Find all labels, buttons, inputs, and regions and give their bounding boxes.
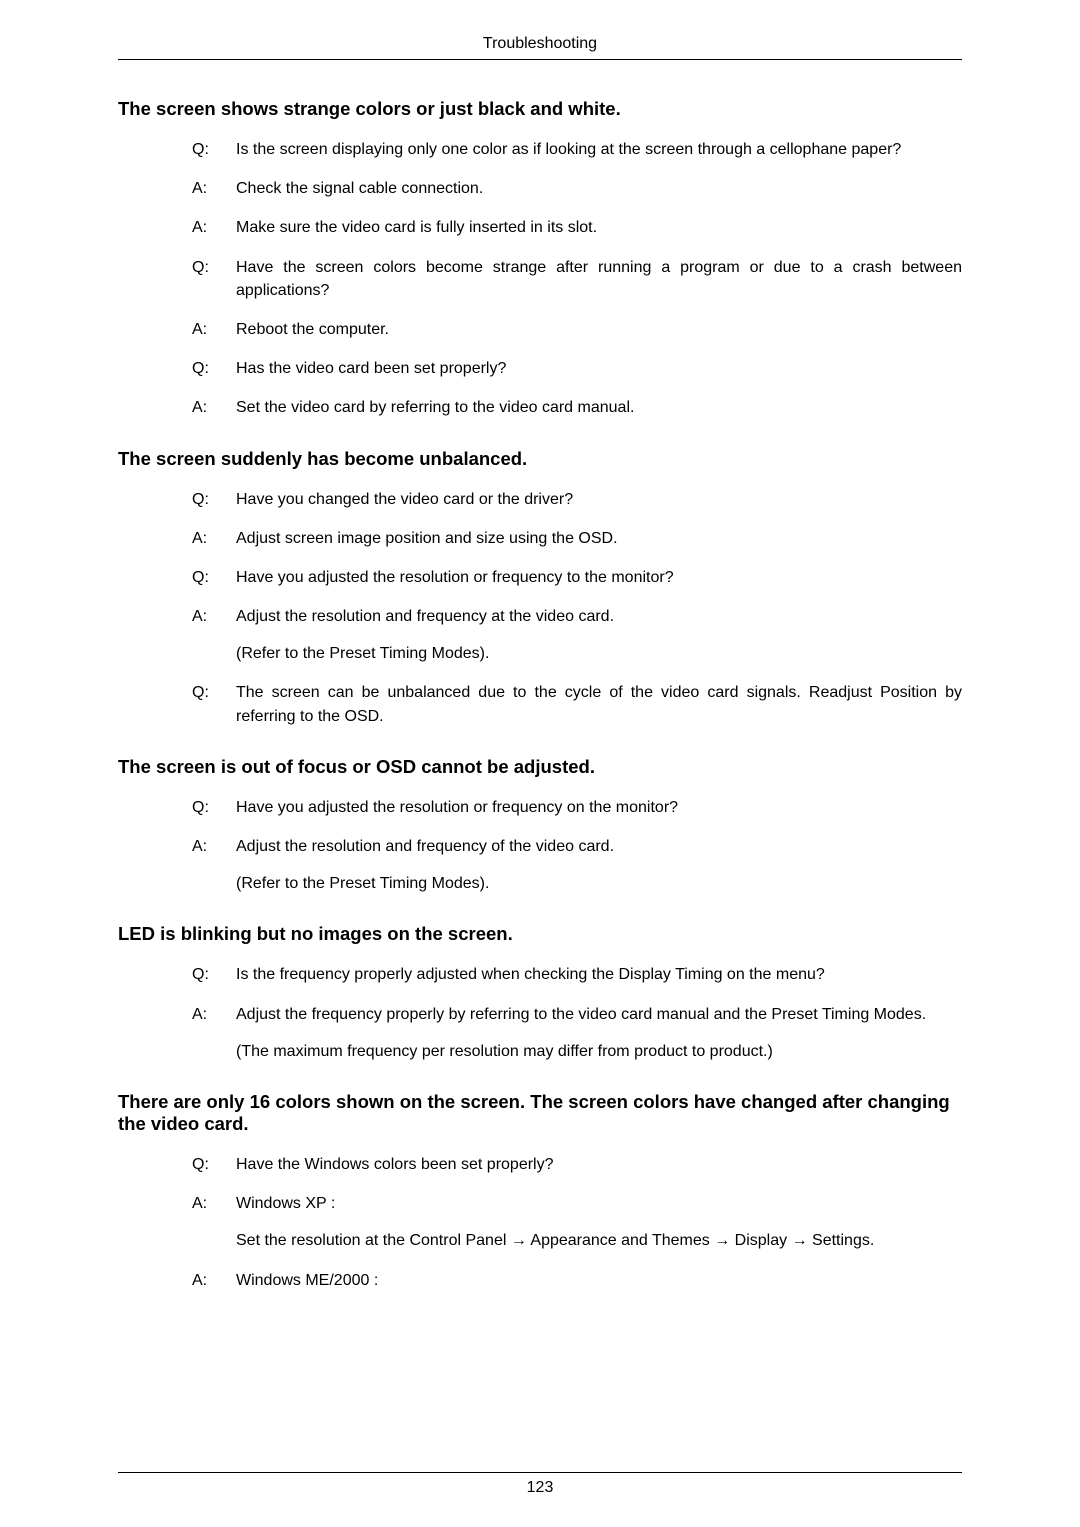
- qa-label: A:: [192, 177, 236, 200]
- qa-text: Windows XP :Set the resolution at the Co…: [236, 1192, 962, 1252]
- qa-text: Windows ME/2000 :: [236, 1269, 962, 1292]
- qa-label: Q:: [192, 963, 236, 986]
- qa-label: A:: [192, 1269, 236, 1292]
- page-header: Troubleshooting: [118, 35, 962, 60]
- qa-label: Q:: [192, 681, 236, 727]
- qa-label: A:: [192, 216, 236, 239]
- qa-item: Q:Is the screen displaying only one colo…: [192, 138, 962, 161]
- qa-label: A:: [192, 1192, 236, 1252]
- qa-label: Q:: [192, 488, 236, 511]
- qa-text: Have the Windows colors been set properl…: [236, 1153, 962, 1176]
- qa-text: Have the screen colors become strange af…: [236, 256, 962, 302]
- qa-label: Q:: [192, 256, 236, 302]
- qa-text: The screen can be unbalanced due to the …: [236, 681, 962, 727]
- qa-item: Q:The screen can be unbalanced due to th…: [192, 681, 962, 727]
- qa-text: Make sure the video card is fully insert…: [236, 216, 962, 239]
- footer-rule: [118, 1472, 962, 1473]
- qa-label: Q:: [192, 357, 236, 380]
- qa-text: Have you changed the video card or the d…: [236, 488, 962, 511]
- qa-text: Have you adjusted the resolution or freq…: [236, 796, 962, 819]
- qa-label: A:: [192, 318, 236, 341]
- qa-text: Is the screen displaying only one color …: [236, 138, 962, 161]
- qa-label: A:: [192, 396, 236, 419]
- section-heading: There are only 16 colors shown on the sc…: [118, 1091, 962, 1135]
- qa-text: Is the frequency properly adjusted when …: [236, 963, 962, 986]
- qa-list: Q:Is the frequency properly adjusted whe…: [192, 963, 962, 1063]
- qa-item: Q:Have you changed the video card or the…: [192, 488, 962, 511]
- qa-item: A:Make sure the video card is fully inse…: [192, 216, 962, 239]
- qa-text: Adjust screen image position and size us…: [236, 527, 962, 550]
- qa-text: Check the signal cable connection.: [236, 177, 962, 200]
- qa-label: A:: [192, 605, 236, 665]
- qa-item: A:Adjust the frequency properly by refer…: [192, 1003, 962, 1063]
- qa-item: A:Adjust screen image position and size …: [192, 527, 962, 550]
- qa-item: A:Reboot the computer.: [192, 318, 962, 341]
- qa-item: Q:Is the frequency properly adjusted whe…: [192, 963, 962, 986]
- qa-label: Q:: [192, 1153, 236, 1176]
- qa-text: Adjust the resolution and frequency at t…: [236, 605, 962, 665]
- qa-item: A:Check the signal cable connection.: [192, 177, 962, 200]
- qa-item: Q:Have the Windows colors been set prope…: [192, 1153, 962, 1176]
- qa-text: Set the video card by referring to the v…: [236, 396, 962, 419]
- qa-item: A:Adjust the resolution and frequency of…: [192, 835, 962, 895]
- qa-label: Q:: [192, 138, 236, 161]
- qa-text: Adjust the resolution and frequency of t…: [236, 835, 962, 895]
- qa-text: Adjust the frequency properly by referri…: [236, 1003, 962, 1063]
- qa-list: Q:Have you changed the video card or the…: [192, 488, 962, 728]
- qa-text: Have you adjusted the resolution or freq…: [236, 566, 962, 589]
- qa-item: Q:Have the screen colors become strange …: [192, 256, 962, 302]
- qa-item: A:Windows XP :Set the resolution at the …: [192, 1192, 962, 1252]
- qa-label: A:: [192, 527, 236, 550]
- qa-text: Reboot the computer.: [236, 318, 962, 341]
- qa-list: Q:Have the Windows colors been set prope…: [192, 1153, 962, 1292]
- qa-label: Q:: [192, 796, 236, 819]
- qa-item: A:Adjust the resolution and frequency at…: [192, 605, 962, 665]
- section-heading: The screen shows strange colors or just …: [118, 98, 962, 120]
- qa-text: Has the video card been set properly?: [236, 357, 962, 380]
- section-heading: LED is blinking but no images on the scr…: [118, 923, 962, 945]
- section-heading: The screen is out of focus or OSD cannot…: [118, 756, 962, 778]
- qa-label: A:: [192, 1003, 236, 1063]
- content: The screen shows strange colors or just …: [118, 98, 962, 1292]
- qa-item: A:Windows ME/2000 :: [192, 1269, 962, 1292]
- qa-item: Q:Have you adjusted the resolution or fr…: [192, 796, 962, 819]
- qa-list: Q:Have you adjusted the resolution or fr…: [192, 796, 962, 896]
- qa-item: A:Set the video card by referring to the…: [192, 396, 962, 419]
- page-number: 123: [0, 1479, 1080, 1497]
- qa-item: Q:Have you adjusted the resolution or fr…: [192, 566, 962, 589]
- qa-label: A:: [192, 835, 236, 895]
- qa-label: Q:: [192, 566, 236, 589]
- qa-item: Q:Has the video card been set properly?: [192, 357, 962, 380]
- section-heading: The screen suddenly has become unbalance…: [118, 448, 962, 470]
- qa-list: Q:Is the screen displaying only one colo…: [192, 138, 962, 420]
- page: Troubleshooting The screen shows strange…: [0, 0, 1080, 1527]
